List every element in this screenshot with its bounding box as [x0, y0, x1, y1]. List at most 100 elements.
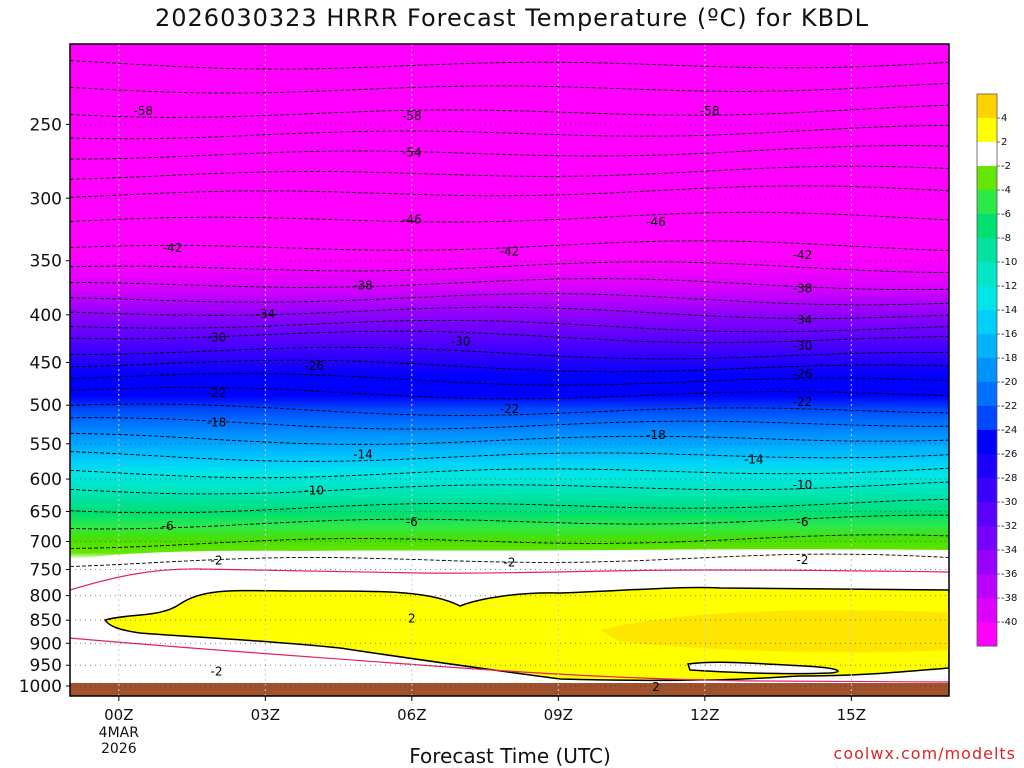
svg-text:-38: -38: [353, 278, 373, 292]
isotherm-line: [70, 125, 949, 140]
isotherm-line: [70, 346, 949, 360]
svg-text:-14: -14: [353, 448, 373, 462]
svg-text:-22: -22: [793, 395, 813, 409]
contour-label: -30: [451, 334, 471, 348]
svg-text:-38: -38: [793, 282, 813, 296]
isotherm-line: [70, 240, 949, 251]
isotherm-line: [70, 386, 949, 400]
x-gridlines: [118, 44, 852, 696]
contour-label: -14: [353, 448, 373, 462]
colorbar-tick-label: -28: [1001, 473, 1017, 484]
x-tick-label: 00Z: [104, 706, 133, 724]
colorbar-tick-label: -16: [1001, 329, 1017, 340]
colorbar-swatch: [977, 190, 997, 215]
colorbar-tick-label: -2: [1001, 161, 1011, 172]
white-layer: [70, 549, 949, 590]
isotherm-line: [70, 319, 949, 333]
svg-text:-2: -2: [504, 555, 516, 569]
colorbar-swatch: [977, 622, 997, 647]
colorbar-tick-label: -34: [1001, 545, 1017, 556]
contour-label: -58: [700, 104, 720, 118]
contour-label: -42: [793, 248, 813, 262]
colorbar-tick-label: -40: [1001, 617, 1017, 628]
svg-text:-18: -18: [207, 416, 227, 430]
contour-label: -54: [402, 146, 422, 160]
colorbar-tick-label: -36: [1001, 569, 1017, 580]
svg-text:-54: -54: [402, 146, 422, 160]
y-tick-label: 1000: [19, 677, 62, 697]
colorbar-tick-label: -22: [1001, 401, 1017, 412]
contour-label: -2: [211, 554, 223, 568]
svg-text:-22: -22: [500, 402, 520, 416]
x-tick-label: 06Z: [397, 706, 426, 724]
svg-text:-30: -30: [207, 330, 227, 344]
colorbar-tick-label: -8: [1001, 233, 1011, 244]
colorbar-tick-label: -20: [1001, 377, 1017, 388]
contour-label: 2: [652, 680, 660, 694]
colorbar-swatch: [977, 574, 997, 599]
y-tick-label: 600: [30, 470, 62, 490]
isotherm-line: [70, 306, 949, 319]
x-axis-label: Forecast Time (UTC): [409, 744, 611, 768]
isotherm-line: [70, 467, 949, 479]
svg-text:-6: -6: [406, 515, 418, 529]
x-tick-label: 12Z: [690, 706, 719, 724]
contour-label: -10: [304, 483, 324, 497]
colorbar-tick-label: 4: [1001, 113, 1007, 124]
colorbar-tick-label: -14: [1001, 305, 1017, 316]
svg-text:-58: -58: [402, 109, 422, 123]
colorbar-tick-label: 2: [1001, 137, 1007, 148]
plot-area: -58 -58 -58 -54 -46 -46 -42 -42 -42 -38 -38 -34 -34 -…: [70, 44, 949, 696]
isotherm-line: [70, 330, 949, 344]
contour-label: -34: [793, 313, 813, 327]
colorbar-swatch: [977, 262, 997, 287]
colorbar-swatch: [977, 478, 997, 503]
x-tick-label: 03Z: [251, 706, 280, 724]
isotherm-line: [70, 359, 949, 373]
contour-label: -58: [133, 104, 153, 118]
isotherm-line: [70, 481, 949, 495]
y-tick-label: 950: [30, 656, 62, 676]
isotherm-line: [70, 211, 949, 223]
isotherm-line: [70, 373, 949, 386]
contour-label: -22: [793, 395, 813, 409]
svg-text:-2: -2: [211, 665, 223, 679]
colorbar-frame: [976, 93, 998, 647]
svg-text:-2: -2: [797, 553, 809, 567]
y-tick-label: 400: [30, 306, 62, 326]
contour-label: -18: [207, 416, 227, 430]
y-tick-label: 250: [30, 115, 62, 135]
isotherm-line: [70, 553, 949, 568]
y-axis: 250 300 350 400 450 500 550 600 650 700 750 800 850 9…: [19, 115, 70, 697]
white-near-surface: [70, 640, 949, 696]
svg-text:-14: -14: [744, 453, 764, 467]
isotherm-line: [70, 145, 949, 160]
contour-label: -14: [744, 453, 764, 467]
x-tick-label: 09Z: [544, 706, 573, 724]
svg-text:-34: -34: [793, 313, 813, 327]
credit-text: coolwx.com/modelts: [833, 744, 1016, 763]
contour-label: -26: [304, 359, 324, 373]
svg-text:-42: -42: [793, 248, 813, 262]
colorbar-swatch: [977, 310, 997, 335]
y-tick-label: 800: [30, 587, 62, 607]
isotherm-line: [70, 60, 949, 70]
y-tick-label: 350: [30, 252, 62, 272]
colorbar: 4 2 -2 -4 -6 -8 -10 -12 -14 -16 -18 -20 -22 -24 -26 -28…: [976, 93, 1017, 647]
isotherm-line: [70, 451, 949, 462]
colorbar-tick-label: -26: [1001, 449, 1017, 460]
y-tick-label: 650: [30, 502, 62, 522]
colorbar-tick-label: -12: [1001, 281, 1017, 292]
contour-label: -58: [402, 109, 422, 123]
colorbar-tick-label: -10: [1001, 257, 1017, 268]
colorbar-tick-label: -4: [1001, 185, 1011, 196]
svg-text:-6: -6: [797, 515, 809, 529]
colorbar-tick-label: -32: [1001, 521, 1017, 532]
svg-text:-26: -26: [304, 359, 324, 373]
y-tick-label: 900: [30, 634, 62, 654]
colorbar-swatch: [977, 526, 997, 551]
colorbar-swatch: [977, 238, 997, 263]
svg-text:-10: -10: [793, 478, 813, 492]
